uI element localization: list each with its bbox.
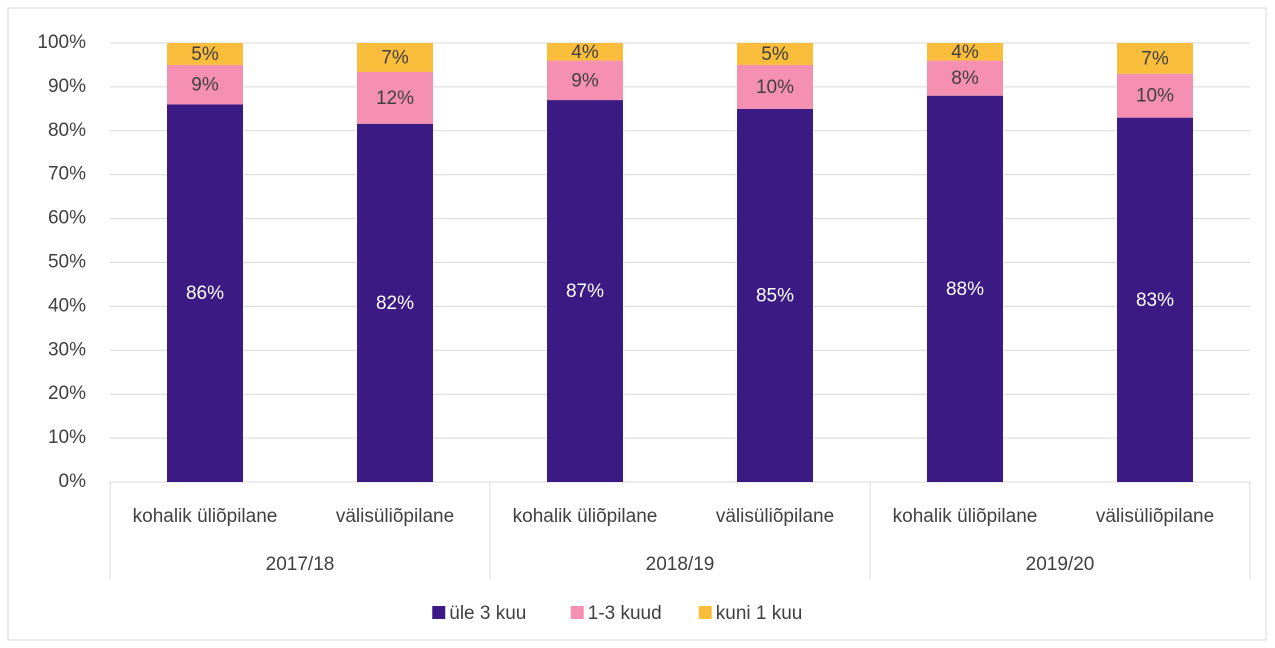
y-tick-label: 40%: [48, 295, 86, 316]
bar-segment: [927, 60, 1003, 96]
x-tick-label: välisüliõpilane: [1096, 506, 1214, 527]
bar-segment: [1117, 43, 1193, 74]
data-label: 82%: [376, 293, 414, 314]
bar-segment: [167, 64, 243, 105]
group-label: 2017/18: [266, 554, 335, 575]
bar-segment: [1117, 117, 1193, 482]
data-label: 4%: [951, 42, 979, 63]
legend-swatch: [432, 606, 446, 619]
data-label: 10%: [1136, 86, 1174, 107]
data-label: 8%: [951, 68, 979, 89]
x-tick-label: kohalik üliõpilane: [133, 506, 278, 527]
group-label: 2018/19: [646, 554, 715, 575]
legend-swatch: [570, 606, 584, 619]
bar-segment: [357, 71, 433, 124]
legend-label: üle 3 kuu: [449, 603, 526, 624]
y-tick-label: 70%: [48, 164, 86, 185]
x-tick-label: välisüliõpilane: [336, 506, 454, 527]
data-label: 83%: [1136, 290, 1174, 311]
legend-label: 1-3 kuud: [588, 603, 662, 624]
bar-segment: [737, 43, 813, 65]
data-label: 10%: [756, 77, 794, 98]
y-tick-label: 80%: [48, 120, 86, 141]
data-label: 88%: [946, 279, 984, 300]
bar-segment: [167, 104, 243, 483]
bar-segment: [357, 43, 433, 72]
y-tick-label: 20%: [48, 383, 86, 404]
x-tick-label: välisüliõpilane: [716, 506, 834, 527]
x-tick-label: kohalik üliõpilane: [893, 506, 1038, 527]
data-label: 4%: [571, 42, 599, 63]
data-label: 87%: [566, 281, 604, 302]
bar-segment: [927, 43, 1003, 61]
data-label: 7%: [1141, 48, 1169, 69]
bar-segment: [737, 108, 813, 482]
legend-label: kuni 1 kuu: [716, 603, 803, 624]
data-label: 86%: [186, 283, 224, 304]
data-label: 9%: [191, 75, 219, 96]
bar-segment: [547, 60, 623, 101]
data-label: 7%: [381, 48, 409, 69]
data-label: 12%: [376, 88, 414, 109]
data-label: 5%: [761, 44, 789, 65]
bar-segment: [547, 43, 623, 61]
bar-segment: [167, 43, 243, 65]
bar-segment: [1117, 73, 1193, 118]
data-label: 9%: [571, 70, 599, 91]
y-tick-label: 30%: [48, 339, 86, 360]
y-tick-label: 50%: [48, 252, 86, 273]
group-label: 2019/20: [1026, 554, 1095, 575]
bar-segment: [927, 95, 1003, 483]
y-tick-label: 0%: [59, 471, 87, 492]
x-tick-label: kohalik üliõpilane: [513, 506, 658, 527]
bar-segment: [737, 64, 813, 109]
data-label: 85%: [756, 285, 794, 306]
y-tick-label: 10%: [48, 427, 86, 448]
y-tick-label: 100%: [37, 32, 86, 53]
data-label: 5%: [191, 44, 219, 65]
y-tick-label: 90%: [48, 76, 86, 97]
legend-swatch: [698, 606, 712, 619]
bar-segment: [547, 100, 623, 482]
bar-segment: [357, 123, 433, 482]
y-tick-label: 60%: [48, 208, 86, 229]
